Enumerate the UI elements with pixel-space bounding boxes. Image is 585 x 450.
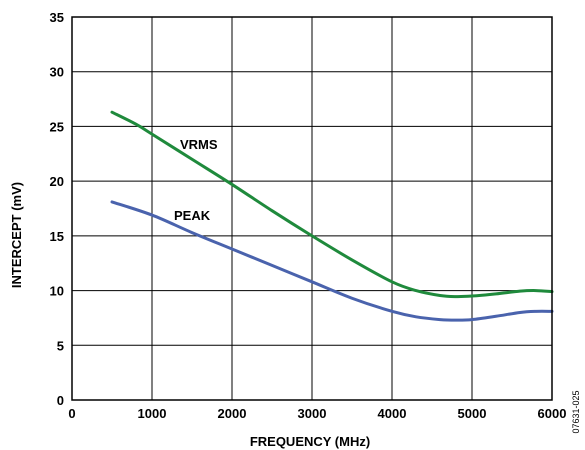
y-tick-label: 20 xyxy=(50,174,64,189)
grid-lines xyxy=(71,16,553,401)
x-tick-label: 3000 xyxy=(298,406,327,421)
series-lines xyxy=(110,110,554,322)
peak-series-label: PEAK xyxy=(174,208,211,223)
plot-frame xyxy=(71,16,553,401)
y-tick-label: 5 xyxy=(57,338,64,353)
x-tick-label: 2000 xyxy=(218,406,247,421)
x-axis-title: FREQUENCY (MHz) xyxy=(250,434,370,449)
x-tick-label: 0 xyxy=(68,406,75,421)
figure-id: 07631-025 xyxy=(571,390,581,433)
vrms-series-label: VRMS xyxy=(180,137,218,152)
y-tick-label: 30 xyxy=(50,65,64,80)
y-axis-title: INTERCEPT (mV) xyxy=(9,182,24,288)
x-tick-label: 5000 xyxy=(458,406,487,421)
x-tick-label: 1000 xyxy=(138,406,167,421)
y-tick-label: 10 xyxy=(50,284,64,299)
x-tick-label: 4000 xyxy=(378,406,407,421)
y-tick-label: 15 xyxy=(50,229,64,244)
y-tick-label: 0 xyxy=(57,393,64,408)
tick-labels: 0 1000 2000 3000 4000 5000 6000 0 5 10 15 20 25 30 35 xyxy=(50,10,567,421)
x-tick-label: 6000 xyxy=(538,406,567,421)
vrms-series-line xyxy=(110,110,554,299)
y-tick-label: 35 xyxy=(50,10,64,25)
y-tick-label: 25 xyxy=(50,119,64,134)
peak-series-line xyxy=(110,200,554,322)
plot-border xyxy=(71,16,553,401)
